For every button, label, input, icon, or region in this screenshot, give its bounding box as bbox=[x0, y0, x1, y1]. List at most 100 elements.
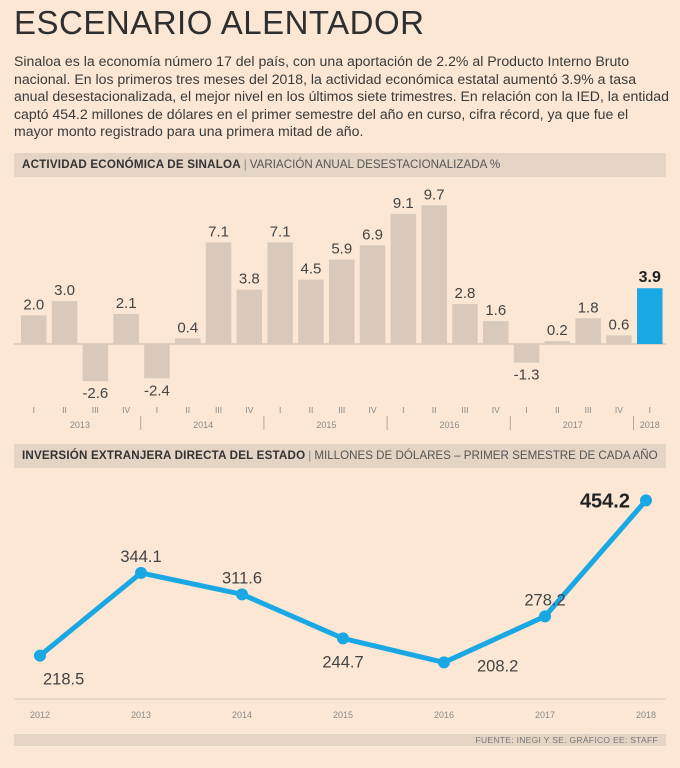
chart2-header: INVERSIÓN EXTRANJERA DIRECTA DEL ESTADO |… bbox=[14, 444, 666, 468]
chart2-title: INVERSIÓN EXTRANJERA DIRECTA DEL ESTADO bbox=[22, 449, 306, 462]
quarter-tick-label: I bbox=[402, 405, 404, 415]
bar bbox=[267, 242, 293, 344]
bar bbox=[421, 205, 447, 344]
bar bbox=[82, 344, 109, 382]
bar bbox=[359, 245, 386, 344]
data-point bbox=[236, 588, 248, 601]
year-tick-label: 2015 bbox=[333, 710, 353, 720]
line-chart: 218.5 2012 344.1 2013 311.6 2014 244.7 2015 208.… bbox=[14, 490, 666, 720]
bar-value-label: -1.3 bbox=[514, 367, 540, 384]
bar bbox=[483, 321, 509, 344]
quarter-tick-label: I bbox=[156, 405, 158, 415]
quarter-tick-label: I bbox=[33, 405, 35, 415]
quarter-tick-label: I bbox=[525, 405, 527, 415]
year-group-label: 2014 bbox=[193, 420, 213, 430]
bar-value-label: 2.8 bbox=[455, 285, 476, 302]
bar-value-label: 2.1 bbox=[116, 295, 137, 312]
bar bbox=[21, 315, 47, 344]
bar-value-label: -2.4 bbox=[144, 382, 170, 399]
bar bbox=[452, 303, 478, 344]
bar bbox=[544, 341, 571, 344]
bar bbox=[329, 259, 355, 344]
bar bbox=[513, 344, 540, 363]
quarter-tick-label: III bbox=[461, 405, 468, 415]
bar-value-label: 1.8 bbox=[578, 299, 599, 316]
quarter-tick-label: II bbox=[432, 405, 437, 415]
year-tick-label: 2016 bbox=[434, 710, 454, 720]
quarter-tick-label: IV bbox=[492, 405, 500, 415]
year-tick-label: 2014 bbox=[232, 710, 252, 720]
bar-value-label: 6.9 bbox=[362, 226, 383, 243]
year-group-label: 2018 bbox=[640, 420, 660, 430]
quarter-tick-label: III bbox=[585, 405, 592, 415]
chart1-subtitle: VARIACIÓN ANUAL DESESTACIONALIZADA % bbox=[249, 158, 501, 171]
chart1-header: ACTIVIDAD ECONÓMICA DE SINALOA | VARIACIÓN… bbox=[14, 153, 666, 177]
year-group-label: 2013 bbox=[70, 420, 90, 430]
point-value-label: 218.5 bbox=[43, 671, 84, 689]
bar-value-label: 9.7 bbox=[424, 186, 445, 203]
bar-value-label: 1.6 bbox=[485, 302, 506, 319]
bar-value-label: 3.8 bbox=[239, 271, 260, 288]
quarter-tick-label: III bbox=[215, 405, 222, 415]
data-point bbox=[640, 494, 652, 507]
data-point bbox=[337, 632, 349, 645]
bar bbox=[236, 289, 263, 344]
quarter-tick-label: IV bbox=[369, 405, 377, 415]
quarter-tick-label: IV bbox=[122, 405, 130, 415]
quarter-tick-label: III bbox=[92, 405, 99, 415]
bar bbox=[175, 338, 201, 344]
quarter-tick-label: I bbox=[649, 405, 651, 415]
bar-value-label: 0.2 bbox=[547, 322, 568, 339]
chart2-subtitle: MILLONES DE DÓLARES – PRIMER SEMESTRE DE… bbox=[314, 449, 658, 462]
bar bbox=[637, 288, 663, 344]
bar bbox=[606, 335, 632, 344]
point-value-label: 454.2 bbox=[580, 490, 630, 512]
quarter-tick-label: III bbox=[338, 405, 345, 415]
chart1-title: ACTIVIDAD ECONÓMICA DE SINALOA bbox=[22, 158, 241, 171]
data-point bbox=[135, 566, 147, 579]
data-point bbox=[438, 656, 450, 669]
year-tick-label: 2013 bbox=[131, 710, 151, 720]
point-value-label: 244.7 bbox=[322, 653, 363, 671]
chart1-separator: | bbox=[243, 158, 247, 171]
bar-value-label: -2.6 bbox=[82, 385, 108, 402]
quarter-tick-label: II bbox=[185, 405, 190, 415]
bar-value-label: 3.0 bbox=[54, 282, 75, 299]
bar-value-label: 0.6 bbox=[609, 316, 630, 333]
point-value-label: 278.2 bbox=[524, 591, 565, 609]
bar-chart: 2.0I3.0II-2.6III2.1IV-2.4I0.4II7.1III3.8… bbox=[14, 186, 666, 430]
bar bbox=[144, 344, 170, 379]
bar bbox=[51, 301, 78, 344]
point-value-label: 344.1 bbox=[120, 548, 161, 566]
bar bbox=[205, 242, 232, 344]
bar-value-label: 5.9 bbox=[331, 241, 352, 258]
year-group-label: 2017 bbox=[563, 420, 583, 430]
bar bbox=[113, 313, 139, 344]
year-tick-label: 2012 bbox=[30, 710, 50, 720]
bar-value-label: 0.4 bbox=[177, 319, 198, 336]
point-value-label: 208.2 bbox=[477, 657, 518, 675]
bar bbox=[390, 213, 417, 344]
quarter-tick-label: IV bbox=[615, 405, 623, 415]
point-value-label: 311.6 bbox=[222, 569, 262, 587]
year-group-label: 2016 bbox=[440, 420, 460, 430]
bar-value-label: 9.1 bbox=[393, 195, 414, 212]
footer-source: FUENTE: INEGI Y SE. GRÁFICO EE: STAFF bbox=[14, 734, 666, 746]
quarter-tick-label: IV bbox=[245, 405, 253, 415]
bar-value-label: 3.9 bbox=[639, 269, 661, 286]
page-title: ESCENARIO ALENTADOR bbox=[14, 4, 425, 41]
quarter-tick-label: I bbox=[279, 405, 281, 415]
chart2-separator: | bbox=[308, 449, 312, 462]
bar-value-label: 4.5 bbox=[301, 261, 322, 278]
bar bbox=[575, 318, 601, 344]
data-point bbox=[539, 610, 551, 623]
bar bbox=[298, 279, 324, 344]
quarter-tick-label: II bbox=[62, 405, 67, 415]
quarter-tick-label: II bbox=[555, 405, 560, 415]
intro-paragraph: Sinaloa es la economía número 17 del paí… bbox=[14, 53, 669, 140]
quarter-tick-label: II bbox=[309, 405, 314, 415]
year-group-label: 2015 bbox=[316, 420, 336, 430]
bar-value-label: 7.1 bbox=[208, 223, 229, 240]
bar-value-label: 7.1 bbox=[270, 223, 291, 240]
data-point bbox=[34, 649, 46, 662]
